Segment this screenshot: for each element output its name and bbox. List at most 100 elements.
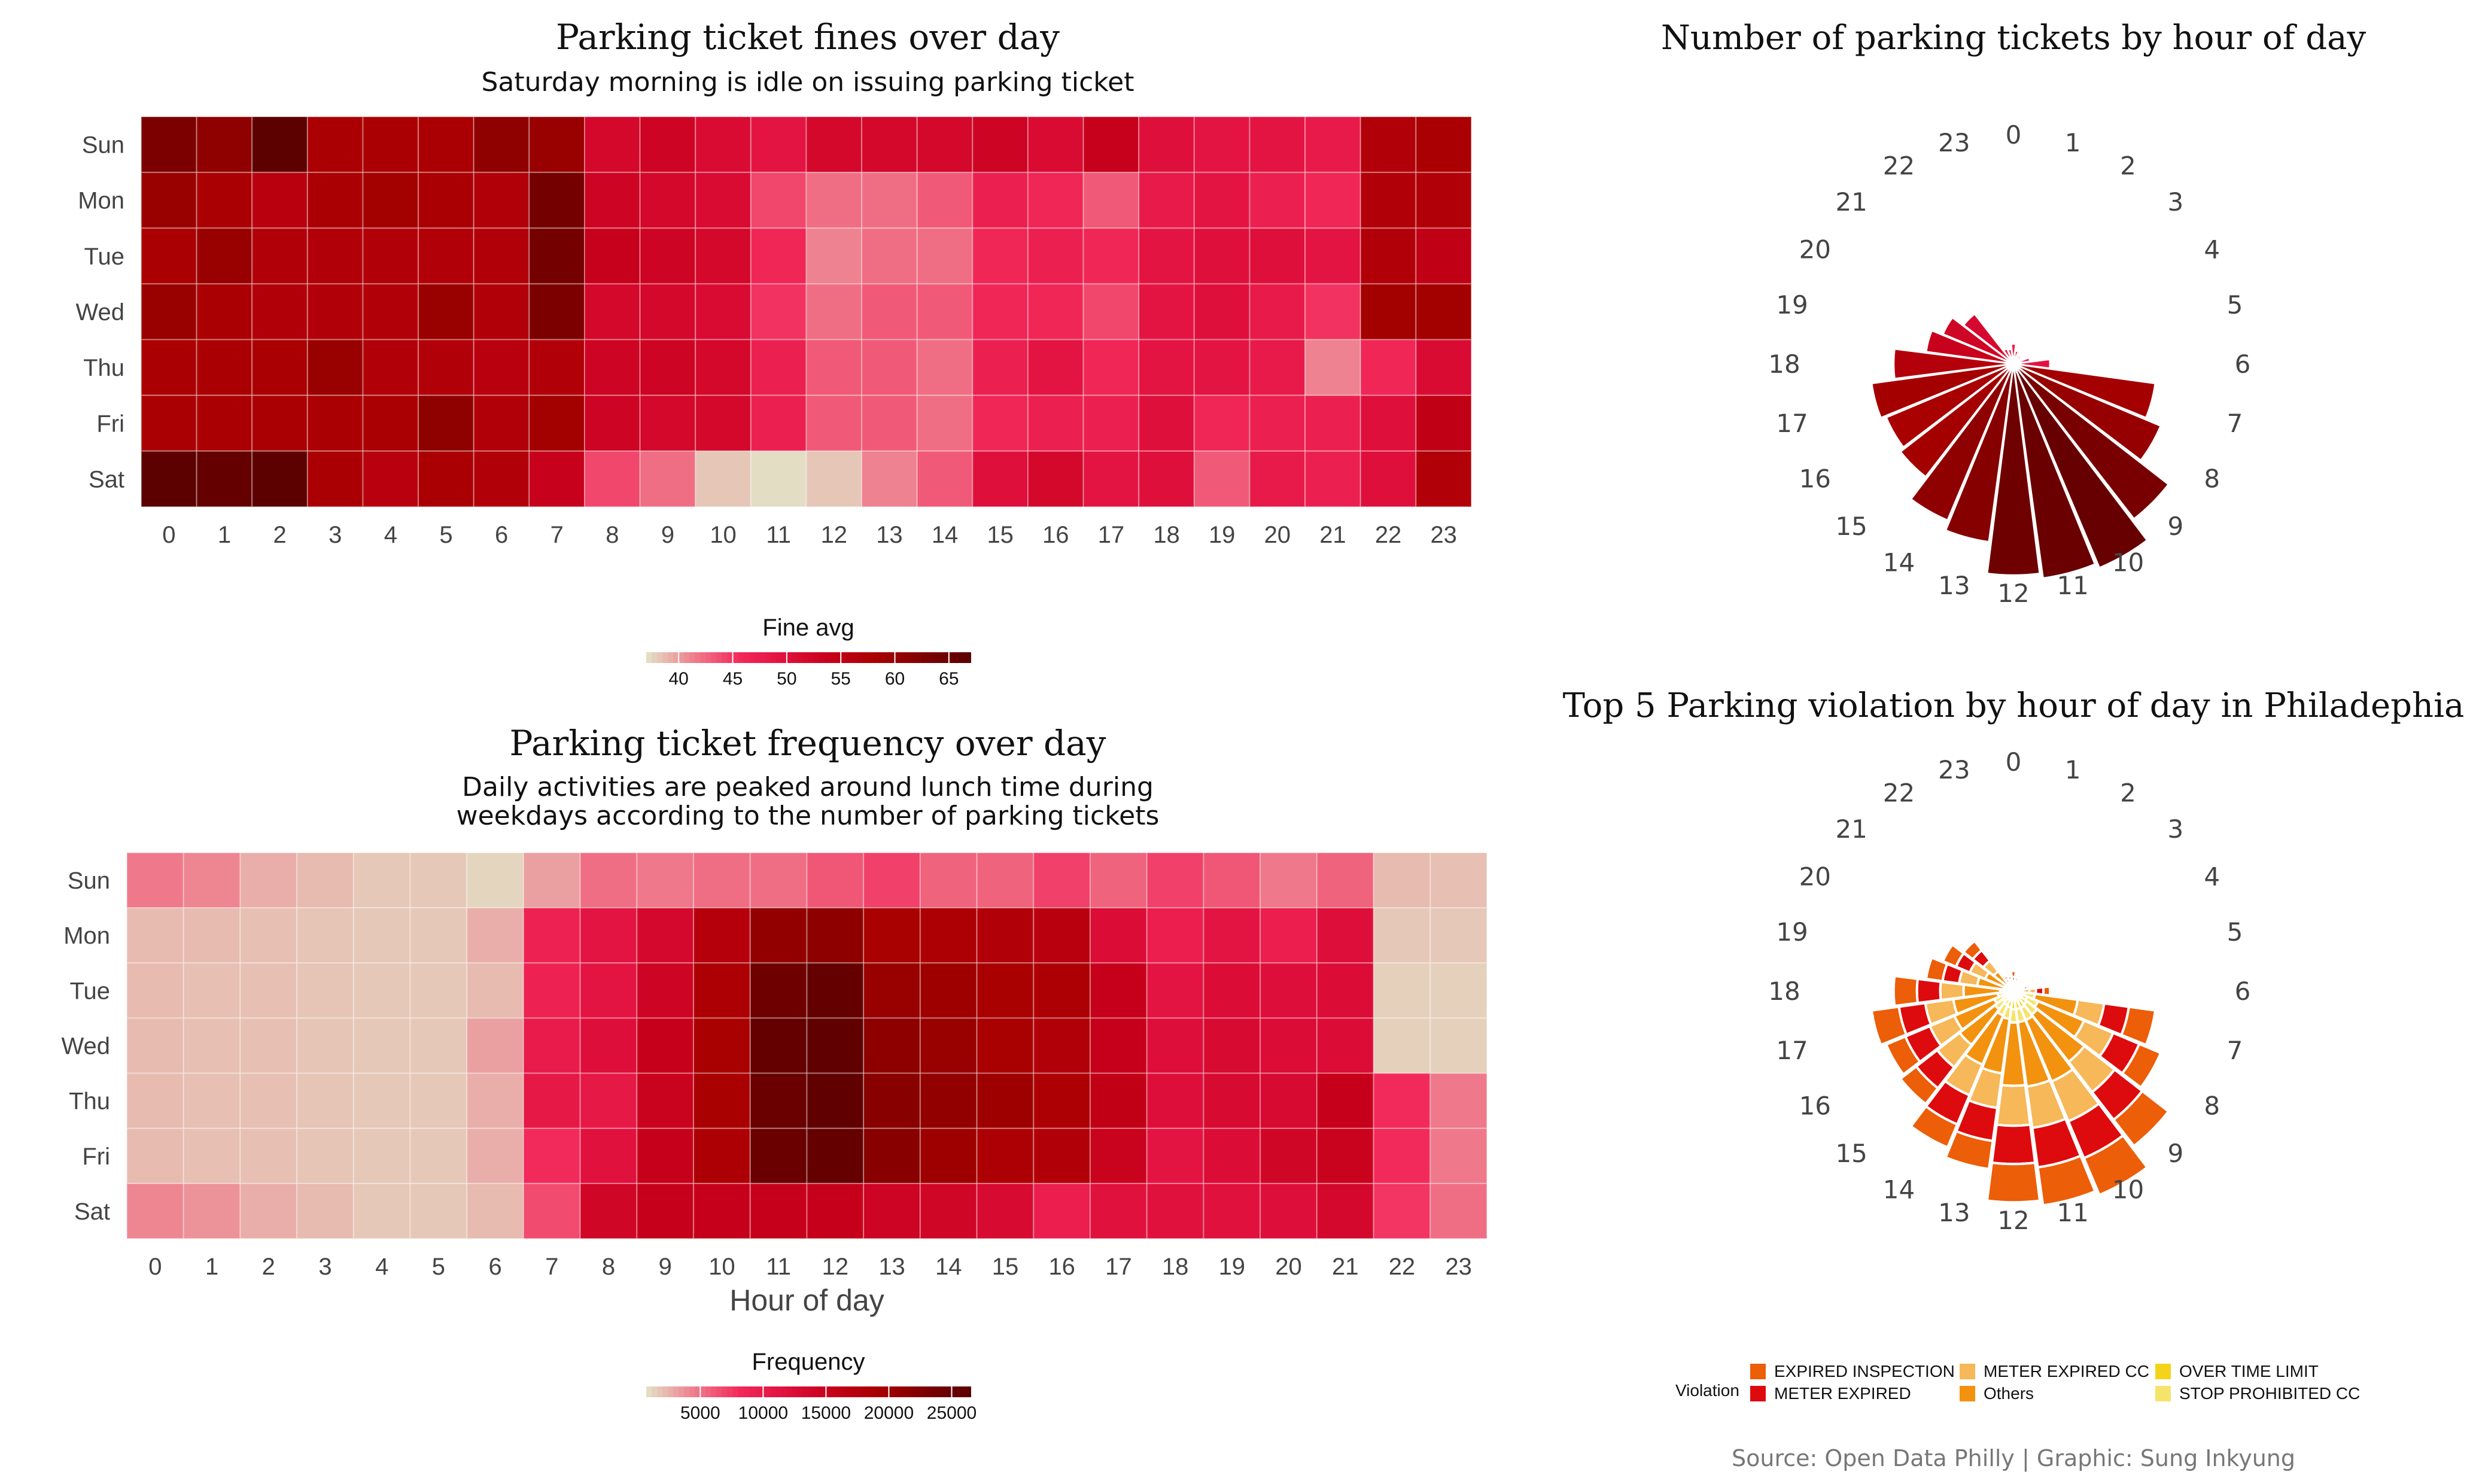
heatmap-cell	[1304, 227, 1361, 285]
colorbar-segment	[662, 1386, 669, 1397]
colorbar-segment	[959, 1386, 966, 1397]
polar-segment	[1944, 1129, 1994, 1170]
legend-swatch	[1750, 1386, 1766, 1401]
colorbar-segment	[684, 652, 691, 663]
colorbar-segment	[830, 1386, 836, 1397]
heatmap-cell	[976, 852, 1035, 909]
colorbar-segment	[738, 652, 744, 663]
column-label: 8	[602, 1254, 615, 1280]
colorbar-segment	[781, 1386, 787, 1397]
heatmap-cell	[1027, 450, 1084, 507]
heatmap-cell	[976, 1182, 1035, 1240]
heatmap-cell	[1090, 852, 1148, 909]
heatmap-cell	[805, 116, 863, 174]
hour-label: 13	[1938, 1198, 1970, 1227]
colorbar-segment	[830, 652, 836, 663]
column-label: 3	[328, 522, 342, 548]
colorbar-segment	[743, 652, 750, 663]
colorbar-segment	[732, 1386, 739, 1397]
fines-heatmap: Parking ticket fines over day Saturday mo…	[75, 17, 1472, 689]
legend-swatch	[2155, 1364, 2171, 1379]
heatmap-cell	[579, 852, 638, 909]
hour-label: 2	[2120, 778, 2136, 807]
heatmap-cell	[749, 1072, 808, 1129]
colorbar-segment	[862, 652, 869, 663]
heatmap-cell	[409, 1072, 468, 1129]
row-label: Wed	[75, 299, 124, 326]
hour-label: 21	[1835, 187, 1867, 217]
heatmap-cell	[1033, 852, 1091, 909]
heatmap-cell	[639, 283, 696, 340]
heatmap-cell	[1373, 1072, 1431, 1129]
hour-label: 12	[1997, 579, 2029, 608]
heatmap-cell	[1304, 450, 1361, 507]
column-label: 3	[318, 1254, 331, 1280]
heatmap-cell	[636, 962, 695, 1019]
heatmap-cell	[141, 450, 197, 507]
heatmap-cell	[749, 962, 808, 1019]
heatmap-cell	[409, 1017, 468, 1074]
heatmap-cell	[239, 962, 298, 1019]
heatmap-cell	[639, 172, 696, 229]
colorbar-segment	[657, 1386, 664, 1397]
heatmap-cell	[1316, 907, 1374, 964]
hour-label: 20	[1799, 235, 1831, 264]
colorbar-tick-label: 60	[885, 669, 905, 689]
polar-segment	[1985, 1161, 2042, 1204]
polar-segment	[1961, 939, 1984, 961]
heatmap-cell	[1359, 394, 1417, 452]
hour-label: 23	[1938, 755, 1970, 784]
heatmap-cell	[409, 852, 468, 909]
colorbar-segment	[889, 652, 896, 663]
heatmap-cell	[806, 1182, 865, 1240]
heatmap-cell	[636, 1017, 695, 1074]
row-label: Mon	[63, 923, 110, 949]
heatmap-cell	[141, 394, 197, 452]
colorbar-segment	[868, 1386, 874, 1397]
colorbar-segment	[754, 652, 761, 663]
heatmap-cell	[1193, 450, 1251, 507]
heatmap-cell	[418, 450, 474, 507]
heatmap-cell	[1359, 450, 1417, 507]
hour-label: 3	[2167, 814, 2183, 844]
colorbar-segment	[679, 652, 685, 663]
colorbar-segment	[911, 652, 917, 663]
heatmap-cell	[584, 227, 641, 285]
colorbar-segment	[965, 1386, 971, 1397]
heatmap-cell	[584, 172, 641, 229]
heatmap-cell	[466, 1017, 524, 1074]
chart-title: Parking ticket frequency over day	[510, 723, 1106, 764]
heatmap-cell	[1260, 1017, 1318, 1074]
hour-label: 16	[1799, 464, 1831, 494]
polar-bar	[2012, 363, 2149, 569]
heatmap-cell	[919, 1182, 978, 1240]
heatmap-cell	[522, 1127, 581, 1184]
heatmap-cell	[584, 116, 641, 174]
heatmap-cell	[805, 283, 863, 340]
heatmap-cell	[1429, 1127, 1488, 1184]
column-label: 14	[935, 1254, 962, 1280]
colorbar-segment	[857, 652, 863, 663]
polar-segment	[1884, 1035, 1922, 1076]
colorbar-segment	[878, 1386, 885, 1397]
heatmap-cell	[863, 1017, 921, 1074]
colorbar-segment	[802, 652, 809, 663]
row-label: Sun	[82, 132, 124, 159]
heatmap-cell	[418, 339, 474, 396]
heatmap-cell	[695, 283, 752, 340]
hour-label: 17	[1776, 409, 1808, 438]
heatmap-cell	[750, 394, 807, 452]
heatmap-cell	[522, 852, 581, 909]
heatmap-cell	[750, 339, 807, 396]
colorbar-segment	[825, 652, 831, 663]
heatmap-cell	[1033, 1182, 1091, 1240]
heatmap-cell	[296, 1127, 354, 1184]
column-label: 19	[1219, 1254, 1246, 1280]
heatmap-cell	[1082, 394, 1140, 452]
heatmap-cell	[584, 450, 641, 507]
heatmap-cell	[972, 450, 1029, 507]
heatmap-cell	[750, 227, 807, 285]
heatmap-cell	[1359, 339, 1417, 396]
hour-label: 8	[2204, 1091, 2220, 1121]
